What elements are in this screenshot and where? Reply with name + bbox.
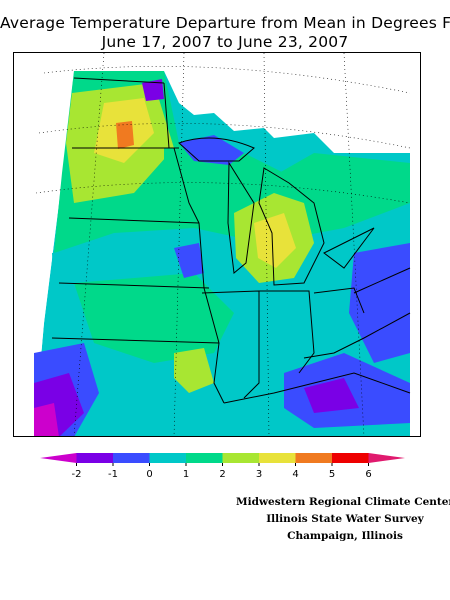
legend-tick-label: 5 [329,469,335,480]
legend-tick-label: 6 [365,469,371,480]
graticule [35,53,411,436]
outside-projection-left [14,53,74,436]
legend-swatch-6 [259,453,296,463]
field-below-neg2-southwest [34,403,59,436]
field-neg2-to-neg1-south [304,378,359,413]
legend-tick-label: 0 [146,469,152,480]
map-canvas [14,53,411,436]
state-borders [51,77,411,404]
map-subtitle: June 17, 2007 to June 23, 2007 [101,33,349,51]
legend-swatch-2 [113,453,150,463]
field-3-to-4-michigan [254,213,296,268]
credit-location: Champaign, Illinois [287,530,403,542]
legend-swatch-5 [222,453,259,463]
legend-tick-label: -2 [72,469,82,480]
legend-swatch-1 [76,453,113,463]
field-1-to-2-up [164,148,284,203]
field-neg1-to-0-iowa [174,243,204,278]
legend-tick-label: 1 [183,469,189,480]
legend-tick-label: 2 [219,469,225,480]
legend-tick-label: 4 [292,469,298,480]
field-1-to-2-midsouth [74,273,234,363]
legend-tick-label: -1 [108,469,118,480]
color-field [14,53,410,436]
no-data-canada [164,71,410,153]
legend-swatches [40,453,405,463]
field-neg1-to-0-east [349,243,410,363]
legend-swatch-3 [149,453,186,463]
legend-ticks: -2 -1 0 1 2 3 4 5 6 [72,463,372,480]
legend-swatch-8 [332,453,369,463]
map-title: Average Temperature Departure from Mean … [0,14,450,32]
temperature-departure-map [13,52,421,437]
legend-bar: -2 -1 0 1 2 3 4 5 6 [40,453,405,480]
field-4-to-5-hotspot [116,121,134,149]
credit-organization: Midwestern Regional Climate Center [236,496,450,508]
field-2-to-3-illinois [174,348,214,393]
legend-tick-label: 3 [256,469,262,480]
legend-swatch-0 [40,453,77,463]
legend-swatch-4 [186,453,223,463]
field-neg2-to-neg1-north [142,79,164,101]
legend-swatch-7 [295,453,332,463]
legend-swatch-9 [368,453,405,463]
credit-agency: Illinois State Water Survey [266,513,424,525]
